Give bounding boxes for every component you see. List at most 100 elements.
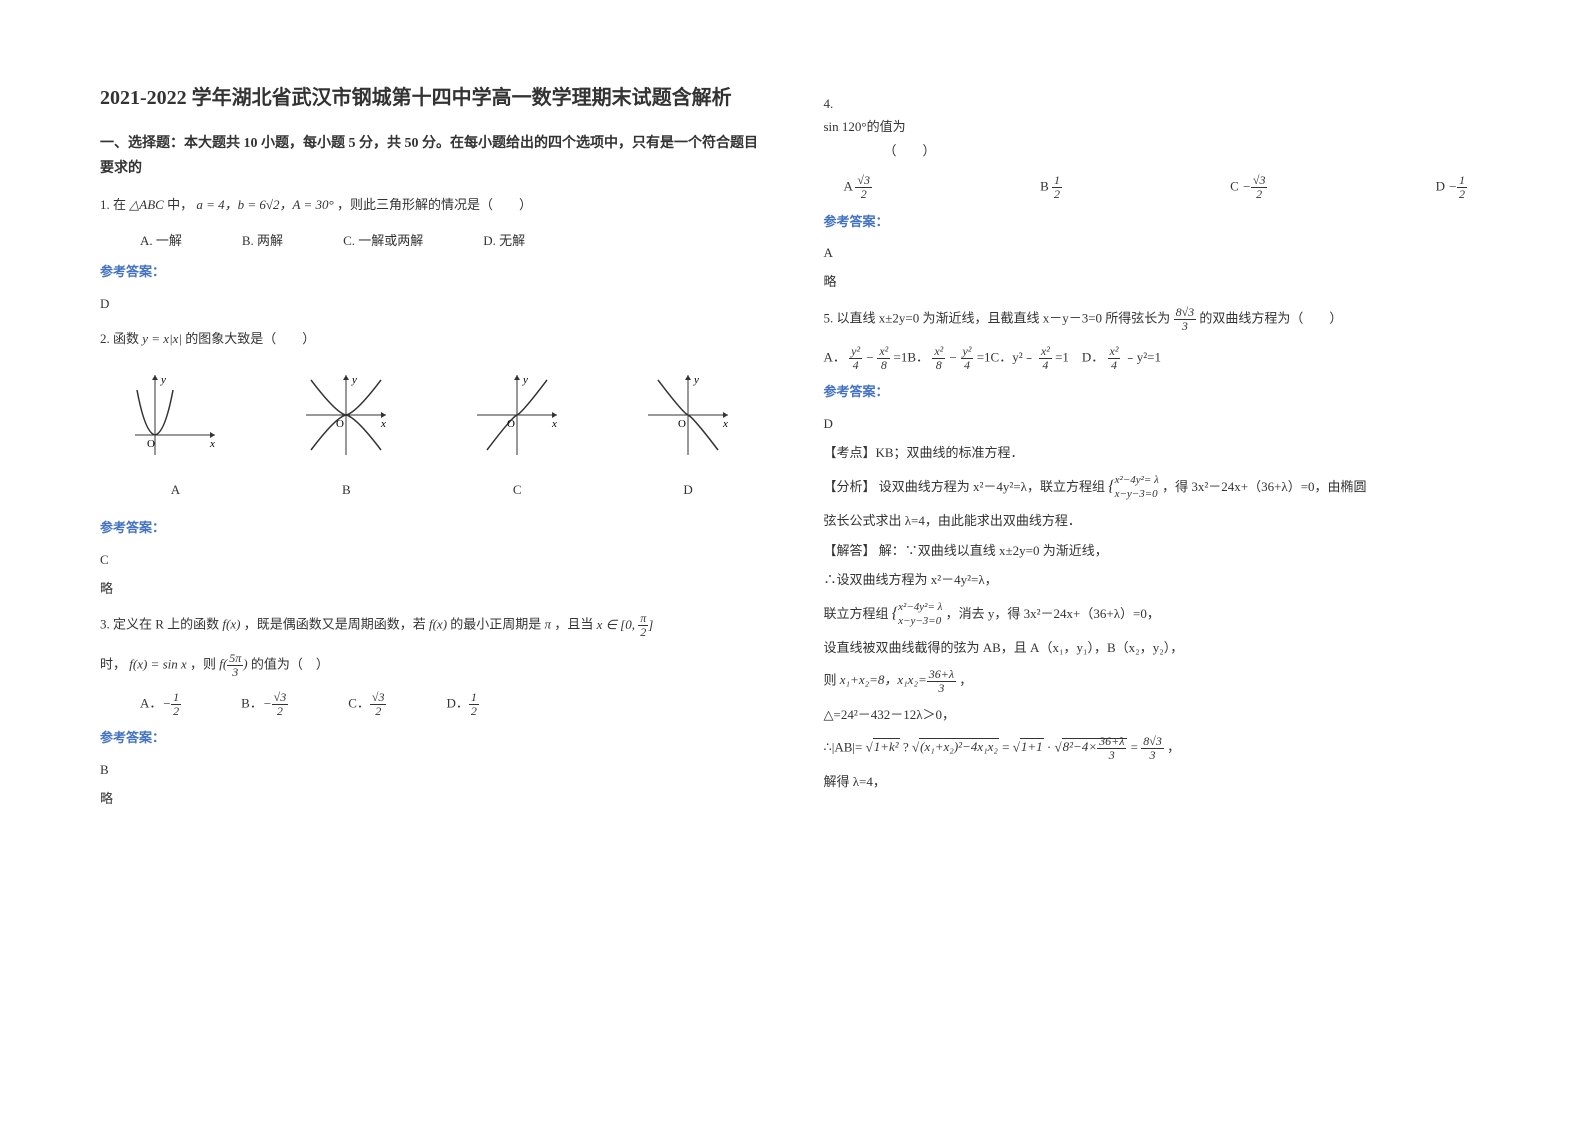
svg-text:O: O: [507, 418, 515, 430]
q3-mid2: 的最小正周期是: [450, 617, 541, 632]
q3-sinx: f(x) = sin x: [129, 656, 190, 671]
q5-options: A． y²4 − x²8 =1B． x²8 − y²4 =1C．y²﹣ x²4 …: [824, 345, 1488, 372]
svg-text:y: y: [693, 374, 699, 386]
q4-answer-label: 参考答案：: [824, 210, 1488, 233]
q5-jieda-label: 【解答】: [824, 543, 876, 558]
q3-fx1: f(x): [222, 617, 243, 632]
q5-ab4: √8²−4×36+λ3: [1055, 738, 1128, 754]
q3-answer-label: 参考答案：: [100, 726, 764, 749]
question-4: 4. sin 120°的值为 （ ）: [824, 92, 1488, 162]
exam-title: 2021-2022 学年湖北省武汉市钢城第十四中学高一数学理期末试题含解析: [100, 80, 764, 116]
q4-answer: A: [824, 241, 1488, 264]
q3-interval: x ∈ [0, π2]: [597, 617, 654, 632]
q1-prefix: 1. 在: [100, 197, 126, 212]
q4-note: 略: [824, 270, 1488, 293]
svg-text:y: y: [160, 374, 166, 386]
q5-jieda-3-row: 联立方程组 {x²−4y²= λx−y−3=0 ，消去 y，得 3x²－24x+…: [824, 600, 1488, 629]
q1-mid: 中，: [167, 197, 193, 212]
q3-opt-b: B．−√32: [241, 691, 288, 718]
question-2: 2. 函数 y = x|x| 的图象大致是（ ）: [100, 327, 764, 350]
q1-answer-label: 参考答案：: [100, 260, 764, 283]
q1-options: A. 一解 B. 两解 C. 一解或两解 D. 无解: [140, 229, 764, 252]
q5-chord: 8√33: [1174, 310, 1197, 325]
right-column: 4. sin 120°的值为 （ ） A √32 B 12 C −√32 D −…: [824, 80, 1488, 817]
q5-eq-d: x²4: [1108, 350, 1121, 365]
q5-opt-b: =1B．: [894, 350, 930, 365]
q5-jieda-3: 联立方程组: [824, 606, 889, 621]
q5-fenxi-2: ，得 3x²－24x+（36+λ）=0，由椭圆: [1162, 479, 1366, 494]
q5-jieda-7d: ·: [1047, 739, 1051, 754]
q4-opt-d: D −12: [1436, 174, 1467, 201]
q5-sys2b: x²−4y²= λx−y−3=0: [898, 601, 942, 627]
q5-jieda-7c: =: [1002, 739, 1009, 754]
q1-opt-b: B. 两解: [242, 229, 283, 252]
q1-suffix: ，则此三角形解的情况是（ ）: [337, 197, 532, 212]
q5-opt-a: A．: [824, 350, 846, 365]
q1-opt-a: A. 一解: [140, 229, 182, 252]
q3-pi: π: [545, 617, 555, 632]
svg-text:y: y: [351, 374, 357, 386]
q4-opt-b: B 12: [1040, 174, 1062, 201]
q3-text: 3. 定义在 R 上的函数: [100, 617, 219, 632]
question-1: 1. 在 △ABC 中， a = 4，b = 6√2，A = 30° ，则此三角…: [100, 193, 764, 216]
q5-kaodian: 【考点】KB；双曲线的标准方程．: [824, 441, 1488, 464]
left-column: 2021-2022 学年湖北省武汉市钢城第十四中学高一数学理期末试题含解析 一、…: [100, 80, 764, 817]
q5-sys1b: x²−4y²= λx−y−3=0: [1115, 474, 1159, 500]
q5-ab2: √(x₁+x₂)²−4x₁x₂: [912, 738, 999, 754]
q5-jieda-5b: ，: [959, 672, 972, 687]
q5-ab5: 8√33: [1141, 739, 1164, 754]
q4-opt-c: C −√32: [1230, 174, 1267, 201]
q3-f5pi3: f(5π3): [219, 656, 251, 671]
q5-jieda-3b: ，消去 y，得 3x²－24x+（36+λ）=0，: [946, 606, 1160, 621]
q3-note: 略: [100, 787, 764, 810]
svg-text:x: x: [551, 418, 557, 430]
q3-opt-c: C．√32: [348, 691, 386, 718]
svg-text:y: y: [522, 374, 528, 386]
q5-jieda-1: 解：∵双曲线以直线 x±2y=0 为渐近线，: [879, 543, 1108, 558]
graph-c-svg: y O x: [457, 365, 577, 465]
q5-prefix: 5. 以直线 x±2y=0 为渐近线，且截直线 x－y－3=0 所得弦长为: [824, 310, 1171, 325]
q4-opt-a: A √32: [844, 174, 873, 201]
q3-l2-mid: ，则: [190, 656, 216, 671]
q5-jieda-8: 解得 λ=4，: [824, 770, 1488, 793]
graph-d-label: D: [613, 478, 764, 501]
graph-c-label: C: [442, 478, 593, 501]
graph-b-svg: y O x: [286, 365, 406, 465]
q5-fenxi-1: 设双曲线方程为 x²－4y²=λ，联立方程组: [879, 479, 1105, 494]
q3-l2-prefix: 时，: [100, 656, 126, 671]
section-heading: 一、选择题：本大题共 10 小题，每小题 5 分，共 50 分。在每小题给出的四…: [100, 131, 764, 181]
q5-eq-c: x²4: [1039, 350, 1052, 365]
q1-vals: a = 4，b = 6√2，A = 30°: [196, 197, 333, 212]
q3-opt-d: D．12: [446, 691, 478, 718]
q2-answer-label: 参考答案：: [100, 516, 764, 539]
q2-func: y = x|x|: [142, 331, 185, 346]
q3-mid3: ，且当: [554, 617, 593, 632]
q5-jieda-4: 设直线被双曲线截得的弦为 AB，且 A（x₁，y₁），B（x₂，y₂），: [824, 636, 1488, 659]
graph-a-svg: y O x: [115, 365, 235, 465]
q5-jieda-7b: ?: [903, 739, 909, 754]
question-3: 3. 定义在 R 上的函数 f(x) ，既是偶函数又是周期函数，若 f(x) 的…: [100, 612, 764, 639]
q2-note: 略: [100, 577, 764, 600]
graph-d-svg: y O x: [628, 365, 748, 465]
q5-opt-d2: ﹣y²=1: [1124, 350, 1161, 365]
graph-b-label: B: [271, 478, 422, 501]
q2-graphs: y O x A y O x: [100, 365, 764, 501]
svg-text:x: x: [209, 438, 215, 450]
q2-answer: C: [100, 548, 764, 571]
q1-opt-d: D. 无解: [483, 229, 525, 252]
q5-fenxi: 【分析】 设双曲线方程为 x²－4y²=λ，联立方程组 {x²−4y²= λx−…: [824, 473, 1488, 502]
q5-answer: D: [824, 412, 1488, 435]
svg-text:O: O: [678, 418, 686, 430]
q5-ab1: √1+k²: [866, 738, 900, 754]
question-3-line2: 时， f(x) = sin x ，则 f(5π3) 的值为（ ）: [100, 652, 764, 679]
q3-options: A．−12 B．−√32 C．√32 D．12: [140, 691, 764, 718]
q1-opt-c: C. 一解或两解: [343, 229, 423, 252]
q5-fenxi-3: 弦长公式求出 λ=4，由此能求出双曲线方程．: [824, 509, 1488, 532]
q5-opt-d: =1 D．: [1055, 350, 1104, 365]
q1-answer: D: [100, 292, 764, 315]
question-5: 5. 以直线 x±2y=0 为渐近线，且截直线 x－y－3=0 所得弦长为 8√…: [824, 306, 1488, 333]
q2-text: 2. 函数: [100, 331, 139, 346]
q5-jieda-6: △=24²－432－12λ＞0，: [824, 703, 1488, 726]
q5-jieda-5a: 则: [824, 672, 837, 687]
q4-paren: （ ）: [884, 139, 1488, 162]
